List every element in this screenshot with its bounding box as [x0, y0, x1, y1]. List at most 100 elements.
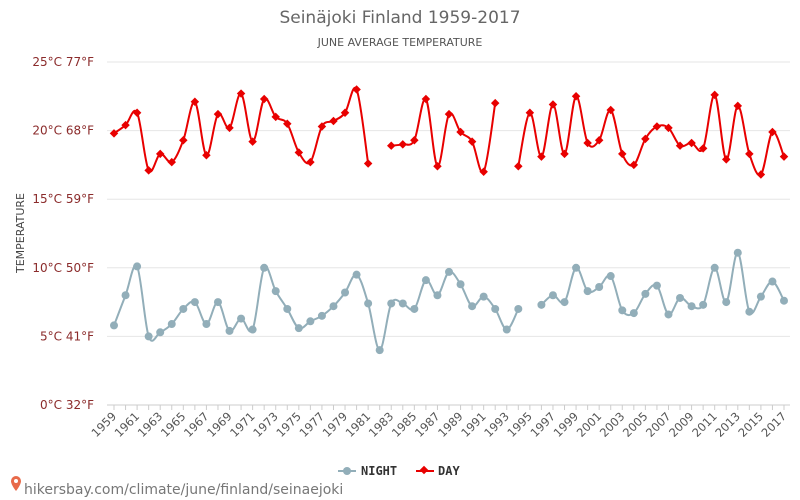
- day-point[interactable]: [317, 122, 327, 131]
- night-point[interactable]: [514, 304, 523, 313]
- day-point[interactable]: [179, 135, 188, 145]
- day-point[interactable]: [433, 162, 442, 171]
- night-point[interactable]: [387, 299, 396, 308]
- night-point[interactable]: [537, 300, 546, 309]
- day-point[interactable]: [294, 148, 304, 157]
- night-point[interactable]: [410, 304, 419, 313]
- day-point[interactable]: [490, 98, 500, 108]
- night-point[interactable]: [745, 307, 754, 316]
- legend-item-day[interactable]: DAY: [416, 464, 460, 478]
- night-point[interactable]: [491, 304, 500, 313]
- night-point[interactable]: [121, 291, 130, 300]
- night-point[interactable]: [167, 320, 176, 329]
- night-point[interactable]: [248, 325, 257, 334]
- day-point[interactable]: [236, 89, 246, 98]
- night-point[interactable]: [294, 324, 303, 333]
- night-point[interactable]: [456, 280, 465, 289]
- night-point[interactable]: [271, 287, 280, 296]
- legend-item-night[interactable]: NIGHT: [338, 464, 397, 478]
- day-point[interactable]: [410, 135, 419, 145]
- night-point[interactable]: [780, 296, 788, 305]
- day-point[interactable]: [259, 94, 269, 104]
- day-point[interactable]: [421, 94, 431, 104]
- day-point[interactable]: [398, 140, 408, 149]
- day-point[interactable]: [329, 116, 338, 126]
- day-point[interactable]: [756, 170, 766, 179]
- night-point[interactable]: [283, 304, 292, 313]
- day-point[interactable]: [109, 129, 119, 138]
- night-point[interactable]: [572, 263, 581, 272]
- night-point[interactable]: [156, 328, 165, 337]
- day-point[interactable]: [121, 120, 130, 130]
- day-point[interactable]: [225, 123, 234, 133]
- day-point[interactable]: [144, 166, 153, 175]
- night-point[interactable]: [398, 299, 407, 308]
- night-point[interactable]: [433, 291, 442, 300]
- night-point[interactable]: [687, 302, 696, 311]
- day-point[interactable]: [467, 137, 477, 146]
- day-point[interactable]: [618, 149, 627, 159]
- night-point[interactable]: [237, 314, 246, 323]
- day-point[interactable]: [213, 109, 223, 119]
- night-point[interactable]: [618, 306, 627, 315]
- night-point[interactable]: [110, 321, 118, 330]
- night-point[interactable]: [641, 289, 650, 298]
- night-point[interactable]: [144, 332, 153, 341]
- night-point[interactable]: [190, 298, 199, 307]
- night-point[interactable]: [629, 309, 638, 318]
- day-point[interactable]: [306, 157, 315, 167]
- night-point[interactable]: [202, 320, 211, 329]
- night-point[interactable]: [710, 263, 719, 272]
- night-point[interactable]: [502, 325, 511, 334]
- night-point[interactable]: [317, 311, 326, 320]
- night-point[interactable]: [329, 302, 338, 311]
- night-point[interactable]: [722, 298, 731, 307]
- day-point[interactable]: [779, 152, 789, 161]
- night-point[interactable]: [652, 281, 661, 290]
- day-point[interactable]: [283, 119, 292, 128]
- night-point[interactable]: [583, 287, 592, 296]
- day-point[interactable]: [352, 85, 361, 94]
- day-point[interactable]: [190, 97, 200, 107]
- night-point[interactable]: [699, 300, 708, 309]
- day-point[interactable]: [167, 157, 177, 167]
- day-point[interactable]: [514, 162, 523, 171]
- day-point[interactable]: [721, 155, 731, 164]
- day-point[interactable]: [386, 141, 396, 150]
- day-point[interactable]: [340, 108, 350, 118]
- night-point[interactable]: [606, 272, 615, 281]
- night-point[interactable]: [260, 263, 269, 272]
- night-point[interactable]: [225, 326, 234, 335]
- day-point[interactable]: [456, 127, 465, 137]
- day-point[interactable]: [444, 109, 454, 119]
- day-point[interactable]: [745, 149, 754, 159]
- night-point[interactable]: [179, 304, 188, 313]
- day-point[interactable]: [479, 167, 488, 177]
- night-point[interactable]: [468, 302, 477, 311]
- night-point[interactable]: [756, 292, 765, 301]
- night-point[interactable]: [306, 317, 315, 326]
- night-point[interactable]: [768, 277, 777, 286]
- day-point[interactable]: [548, 100, 558, 109]
- night-point[interactable]: [341, 288, 350, 297]
- night-point[interactable]: [133, 262, 142, 271]
- night-point[interactable]: [676, 293, 685, 302]
- night-point[interactable]: [375, 346, 384, 355]
- day-point[interactable]: [202, 151, 211, 160]
- night-point[interactable]: [364, 299, 373, 308]
- night-point[interactable]: [479, 292, 488, 301]
- day-point[interactable]: [271, 112, 280, 122]
- night-point[interactable]: [213, 298, 222, 307]
- night-point[interactable]: [445, 267, 453, 276]
- footer-link[interactable]: hikersbay.com/climate/june/finland/seina…: [11, 476, 343, 498]
- day-point[interactable]: [363, 159, 373, 168]
- night-point[interactable]: [560, 298, 569, 307]
- night-point[interactable]: [421, 276, 430, 285]
- night-point[interactable]: [352, 270, 361, 279]
- night-point[interactable]: [595, 283, 604, 292]
- day-point[interactable]: [560, 149, 569, 159]
- day-point[interactable]: [132, 108, 142, 118]
- day-point[interactable]: [155, 149, 165, 159]
- night-point[interactable]: [548, 291, 557, 300]
- day-point[interactable]: [248, 137, 257, 146]
